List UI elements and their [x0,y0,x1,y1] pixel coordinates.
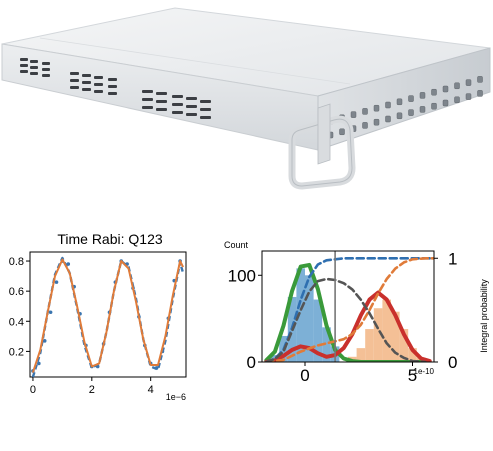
histogram-cumulative-curve [265,257,434,362]
port-connector [396,112,403,120]
port-connector [362,108,368,115]
rabi-y-tick-label: 0.2 [9,346,24,358]
port-connector [442,85,449,93]
histogram-bar [305,275,314,362]
port-connector [408,109,414,116]
rabi-title: Time Rabi: Q123 [57,231,163,247]
port-connector [431,102,437,110]
vent-group-3 [142,90,211,119]
rabi-axes-frame [29,251,187,378]
histogram-bar [365,329,374,362]
port-connector [454,82,460,90]
histogram-bar [322,327,331,362]
rabi-x-tick-label: 0 [30,384,36,396]
rabi-data-point [37,361,41,366]
port-connector [419,106,426,113]
port-connector [385,101,391,109]
rabi-fit-line [31,258,184,373]
histogram-bar [399,329,409,362]
port-connector [362,122,368,129]
hist-y-tick-label: 100 [228,266,256,285]
hist-x-tick-label: 5 [408,366,417,385]
histogram-bar [382,299,391,362]
histogram-axes-frame [261,250,435,363]
rabi-chart: Time Rabi: Q123 0 2 4 0.2 0.4 0.6 0.8 1e−6 [9,231,187,402]
hist-y-tick-label: 0 [247,353,256,372]
hist-y2-tick-label: 0 [448,353,457,372]
rabi-data-point [54,280,59,284]
rack-device-image [1,7,491,190]
histogram-bar [296,268,305,362]
histogram-bar [373,308,383,362]
port-connector [477,76,483,83]
rabi-y-tick-label: 0.6 [9,286,24,298]
port-connector [373,104,380,112]
histogram-fit-curve [264,290,432,362]
histogram-bar [408,348,417,362]
port-connector [385,115,391,123]
port-connector [396,98,403,106]
port-connector [477,90,483,97]
port-connector [465,93,472,100]
vent-group-1 [20,58,50,77]
histogram-bar [391,311,400,362]
rabi-x-tick-label: 2 [89,384,95,396]
port-connector [339,128,345,136]
port-connector [350,111,357,118]
rabi-x-tick-label: 4 [148,384,154,396]
rabi-x-multiplier: 1e−6 [166,392,186,402]
port-connector [419,92,426,99]
rabi-data-point [48,310,53,315]
hist-y2-tick-label: 1 [448,249,457,268]
rabi-data-point [42,339,47,343]
port-connector [431,88,437,96]
histogram-bar [313,299,323,362]
histogram-cumulative-curve [265,257,434,362]
histogram-bar [356,348,366,362]
port-connector [373,118,380,126]
port-connector [465,79,472,86]
port-connector [442,99,449,107]
hist-right-axis-label: Integral probability [479,279,489,353]
hist-count-label: Count [224,240,249,250]
rabi-y-tick-label: 0.8 [9,256,24,268]
vent-group-2 [70,72,117,95]
rack-ear [317,103,331,165]
histogram-difference-curve [265,277,427,362]
rabi-y-tick-label: 0.4 [9,316,24,328]
rabi-data-point [66,262,71,266]
port-connector [408,95,414,102]
vent-groups [20,58,211,119]
hist-x-multiplier: 1e-10 [414,367,435,376]
hist-x-tick-label: 0 [300,366,309,385]
port-connector [454,96,460,104]
histogram-fit-curve [264,262,432,362]
